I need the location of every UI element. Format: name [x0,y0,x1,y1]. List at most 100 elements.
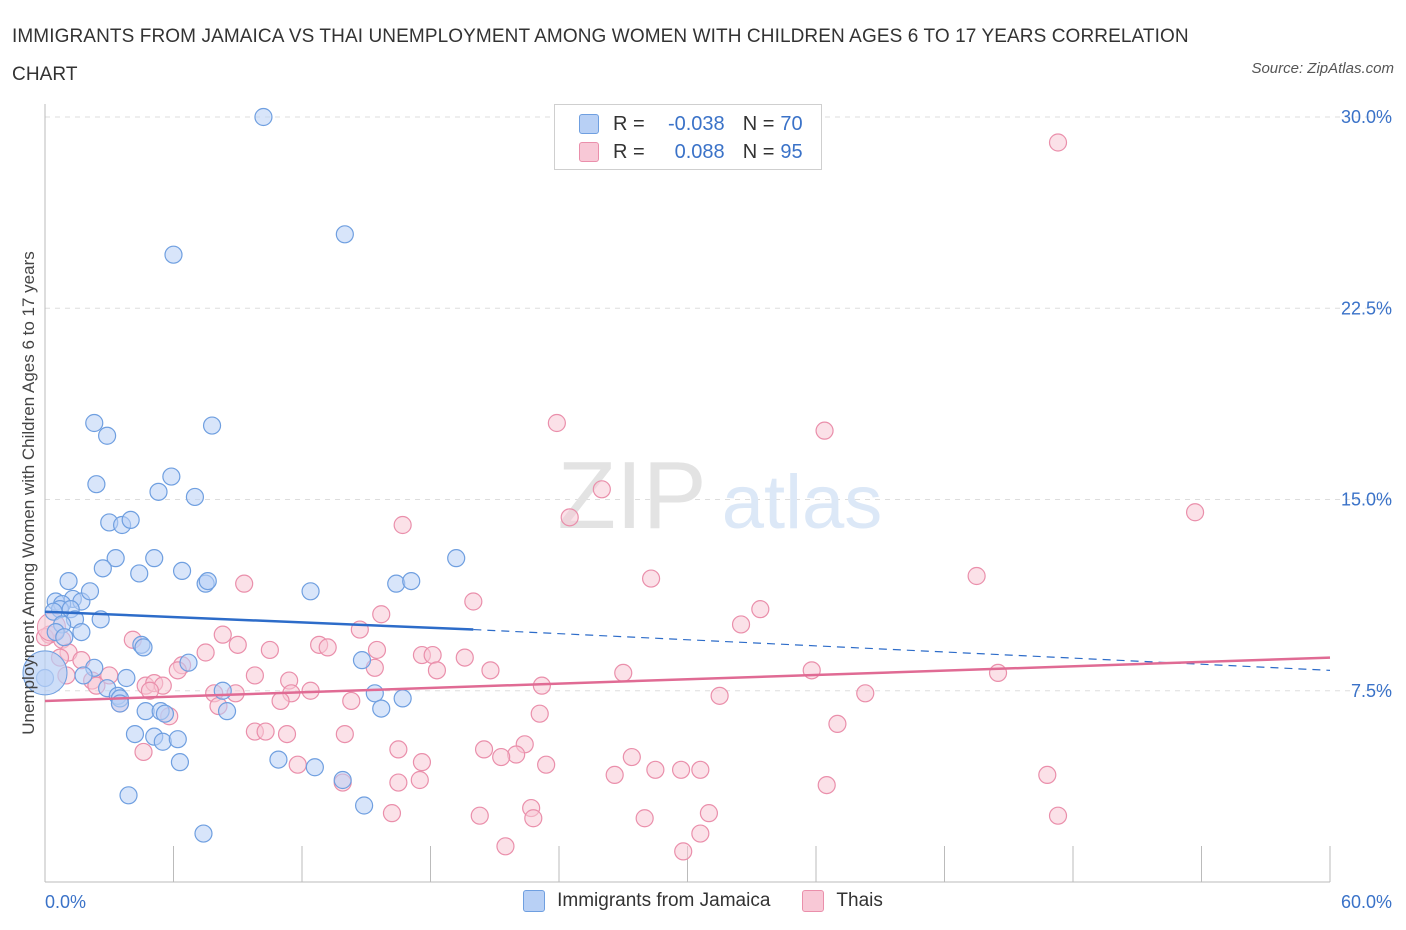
thai-point [646,760,665,779]
jamaica-point [164,245,183,264]
jamaica-swatch [579,114,599,134]
thai-point [622,747,641,767]
thai-point [288,755,307,774]
legend-n-value: 70 [780,112,803,135]
thai-point [260,640,279,660]
thai-point [641,569,661,588]
thai-point [1185,503,1205,522]
jamaica-point [74,666,93,685]
y-axis-label: Unemployment Among Women with Children A… [19,251,38,735]
thai-point [817,775,836,795]
jamaica-point [121,510,140,530]
thai-point [382,804,402,823]
jamaica-swatch [523,890,546,912]
thai-point [507,745,526,764]
jamaica-point [333,770,352,790]
thai-point [1048,806,1068,825]
thai-point [427,661,447,680]
jamaica-point [393,689,412,708]
thai-point [731,615,751,634]
jamaica-point [119,786,138,805]
jamaica-point [162,467,181,486]
thai-point [496,837,515,856]
x-tick-label: 60.0% [1341,892,1392,912]
thai-point [592,480,611,499]
thai-point [256,722,275,741]
thai-point [605,765,624,785]
jamaica-point [387,574,406,593]
thai-point [389,773,408,792]
y-tick-label: 7.5% [1351,681,1392,701]
thai-point [710,686,729,705]
jamaica-point [335,225,354,244]
jamaica-point [125,724,145,744]
trend-lines [44,610,1331,703]
jamaica-point [217,702,237,721]
thai-point [524,809,543,828]
thai-point [412,753,432,772]
jamaica-point [198,571,217,591]
jamaica-point [355,796,374,815]
thai-point [393,515,412,535]
jamaica-point [85,413,104,433]
thai-swatch [579,142,599,162]
correlation-legend: R = -0.038 N = 70 R = 0.088 N = 95 [554,104,822,170]
thai-point [828,714,847,734]
thai-point [751,600,770,619]
jamaica-point [106,549,125,568]
thai-point [537,755,556,774]
grid-lines [45,116,1390,692]
watermark-zip: ZIP [557,442,706,549]
thai-point [699,804,719,823]
jamaica-point [365,684,384,703]
thai-point [856,684,875,703]
jamaica-point [87,475,106,494]
thai-point [196,643,215,662]
y-tick-label: 22.5% [1341,298,1392,318]
thai-point [335,724,354,744]
thai-point [547,413,566,433]
jamaica-point [269,750,288,769]
thai-point [530,704,549,723]
legend-item-jamaica[interactable]: Immigrants from Jamaica [523,890,770,912]
thai-point [464,592,483,611]
thai-point [134,742,153,762]
jamaica-point [402,571,421,591]
y-tick-label: 30.0% [1341,107,1392,127]
jamaica-point [172,561,192,581]
thai-point [389,740,408,759]
thai-point [532,676,551,695]
legend-n-label: N = [742,140,775,163]
jamaica-point [301,582,320,601]
jamaica-point [179,653,198,672]
jamaica-point [145,549,164,568]
thai-point [1038,765,1057,785]
chart-title: IMMIGRANTS FROM JAMAICA VS THAI UNEMPLOY… [12,26,1189,85]
jamaica-points [22,107,466,843]
thai-point [235,574,254,593]
jamaica-point [55,628,74,647]
y-tick-label: 15.0% [1341,490,1392,510]
series-legend: Immigrants from Jamaica Thais [0,890,1406,912]
thai-point [691,824,710,843]
jamaica-point [93,559,112,578]
jamaica-point [155,704,175,723]
watermark: ZIP atlas [557,442,882,549]
legend-item-thai[interactable]: Thais [802,890,883,912]
thai-point [245,666,264,685]
jamaica-point [305,758,324,777]
jamaica-point [134,638,153,657]
thai-swatch [802,890,825,912]
thai-point [560,508,579,527]
thai-point [213,625,232,644]
jamaica-point [447,549,466,568]
jamaica-point [149,482,168,501]
thai-point [423,645,442,665]
legend-n-label: N = [742,112,775,135]
legend-item-label: Thais [836,890,883,911]
legend-r-value: 0.088 [674,140,725,163]
jamaica-point [213,681,232,700]
legend-row-thai: R = 0.088 N = 95 [579,140,803,164]
legend-r-label: R = [613,112,645,135]
jamaica-point [80,582,100,601]
